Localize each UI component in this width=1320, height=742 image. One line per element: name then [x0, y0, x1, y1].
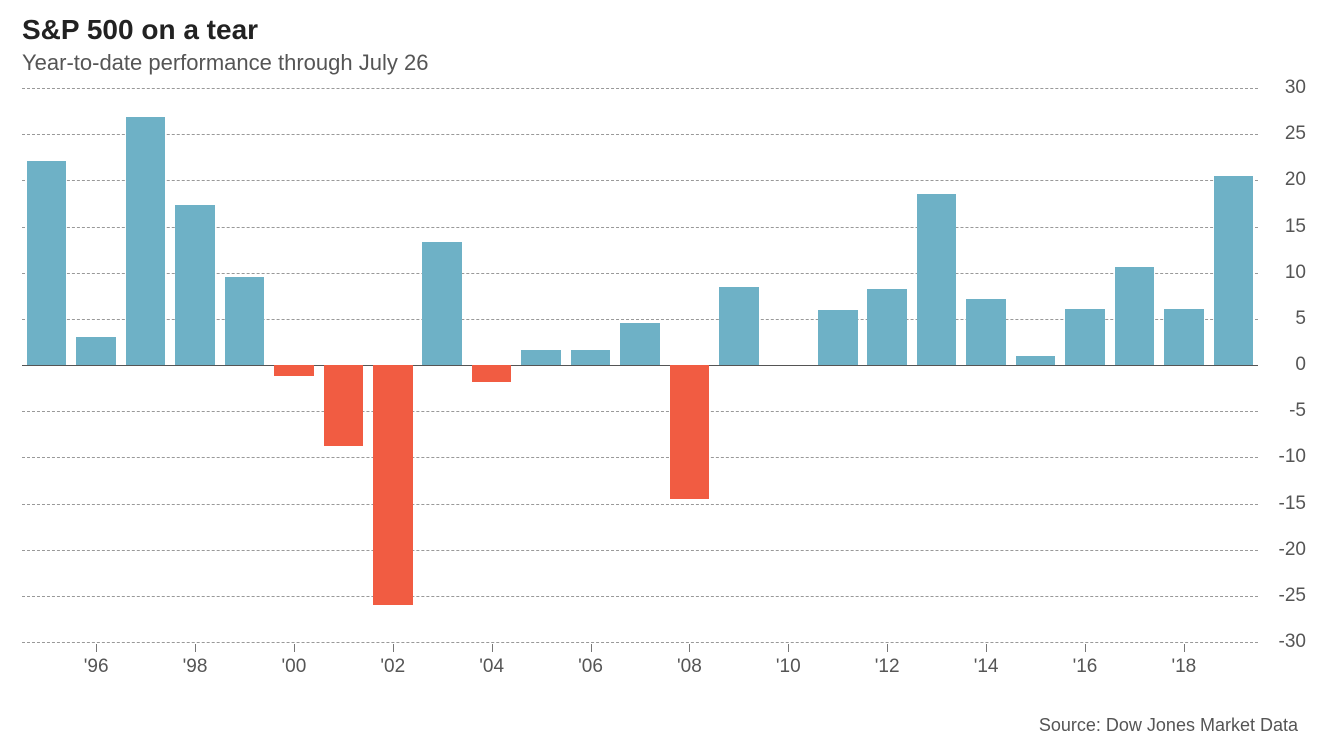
bar — [76, 337, 116, 365]
y-tick-label: -5 — [1289, 400, 1306, 422]
gridline — [22, 504, 1258, 505]
bar — [373, 365, 413, 605]
x-tick — [887, 644, 888, 652]
bar — [324, 365, 364, 446]
chart-title: S&P 500 on a tear — [0, 14, 1320, 46]
bar — [620, 323, 660, 365]
x-tick-label: '12 — [875, 656, 900, 678]
y-tick-label: -20 — [1279, 539, 1306, 561]
bar — [719, 287, 759, 365]
x-tick-label: '98 — [183, 656, 208, 678]
y-tick-label: -30 — [1279, 631, 1306, 653]
y-tick-label: 30 — [1285, 77, 1306, 99]
x-tick — [1184, 644, 1185, 652]
x-tick-label: '96 — [84, 656, 109, 678]
x-tick — [788, 644, 789, 652]
x-tick — [1085, 644, 1086, 652]
y-tick-label: 25 — [1285, 123, 1306, 145]
bar — [422, 242, 462, 365]
y-tick-label: 0 — [1295, 354, 1306, 376]
x-tick — [591, 644, 592, 652]
bar — [571, 350, 611, 365]
bar — [472, 365, 512, 382]
x-tick — [492, 644, 493, 652]
chart-area: -30-25-20-15-10-5051015202530'96'98'00'0… — [0, 88, 1320, 678]
x-tick-label: '10 — [776, 656, 801, 678]
bar — [126, 117, 166, 365]
x-tick-label: '04 — [479, 656, 504, 678]
bar — [1214, 176, 1254, 365]
y-tick-label: -25 — [1279, 585, 1306, 607]
y-tick-label: 15 — [1285, 216, 1306, 238]
gridline — [22, 550, 1258, 551]
bar — [1065, 309, 1105, 365]
bar — [225, 277, 265, 365]
x-tick — [393, 644, 394, 652]
gridline — [22, 88, 1258, 89]
plot-region — [22, 88, 1258, 642]
x-tick — [689, 644, 690, 652]
bar — [274, 365, 314, 376]
y-tick-label: 10 — [1285, 262, 1306, 284]
x-tick-label: '14 — [974, 656, 999, 678]
bar — [1115, 267, 1155, 365]
x-tick-label: '16 — [1073, 656, 1098, 678]
gridline — [22, 457, 1258, 458]
gridline — [22, 134, 1258, 135]
bar — [818, 310, 858, 365]
x-tick-label: '00 — [282, 656, 307, 678]
x-tick — [96, 644, 97, 652]
x-tick-label: '02 — [380, 656, 405, 678]
gridline — [22, 596, 1258, 597]
bar — [670, 365, 710, 499]
bar — [175, 205, 215, 365]
x-tick-label: '08 — [677, 656, 702, 678]
gridline — [22, 642, 1258, 643]
gridline — [22, 180, 1258, 181]
bar — [27, 161, 67, 365]
chart-subtitle: Year-to-date performance through July 26 — [0, 50, 1320, 76]
gridline — [22, 365, 1258, 366]
bar — [917, 194, 957, 365]
source-attribution: Source: Dow Jones Market Data — [1039, 715, 1298, 736]
x-tick-label: '06 — [578, 656, 603, 678]
x-tick-label: '18 — [1171, 656, 1196, 678]
x-tick — [294, 644, 295, 652]
gridline — [22, 411, 1258, 412]
y-tick-label: -10 — [1279, 446, 1306, 468]
bar — [521, 350, 561, 365]
y-tick-label: 5 — [1295, 308, 1306, 330]
y-tick-label: 20 — [1285, 169, 1306, 191]
bar — [867, 289, 907, 365]
x-tick — [986, 644, 987, 652]
chart-container: S&P 500 on a tear Year-to-date performan… — [0, 0, 1320, 742]
x-tick — [195, 644, 196, 652]
bar — [966, 299, 1006, 365]
y-tick-label: -15 — [1279, 493, 1306, 515]
bar — [1164, 309, 1204, 365]
bar — [1016, 356, 1056, 365]
